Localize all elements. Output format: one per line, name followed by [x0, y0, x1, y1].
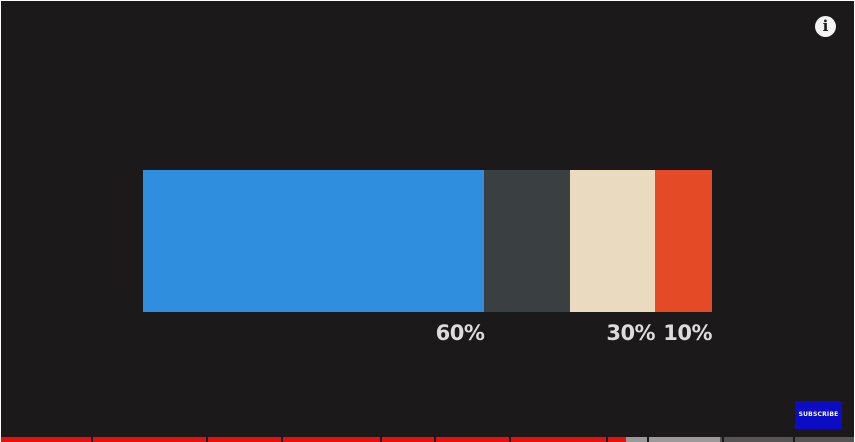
info-icon[interactable]: i: [815, 16, 836, 37]
chapter-marker: [793, 437, 795, 442]
percent-label: 10%: [663, 321, 712, 345]
progress-bar[interactable]: [1, 437, 854, 442]
segment-orange: [655, 170, 712, 312]
chapter-marker: [722, 437, 724, 442]
subscribe-button[interactable]: SUBSCRIBE: [795, 401, 842, 429]
segment-gray: [484, 170, 570, 312]
chapter-marker: [606, 437, 608, 442]
chapter-marker: [281, 437, 283, 442]
stacked-bar-chart: [143, 170, 712, 312]
chapter-marker: [91, 437, 93, 442]
chapter-marker: [509, 437, 511, 442]
segment-cream: [569, 170, 656, 312]
percent-label: 30%: [606, 321, 656, 345]
segment-blue: [143, 170, 485, 312]
percent-label: 60%: [435, 321, 485, 345]
chapter-marker: [647, 437, 649, 442]
chapter-marker: [434, 437, 436, 442]
chapter-marker: [380, 437, 382, 442]
progress-played: [1, 437, 627, 442]
chapter-marker: [206, 437, 208, 442]
